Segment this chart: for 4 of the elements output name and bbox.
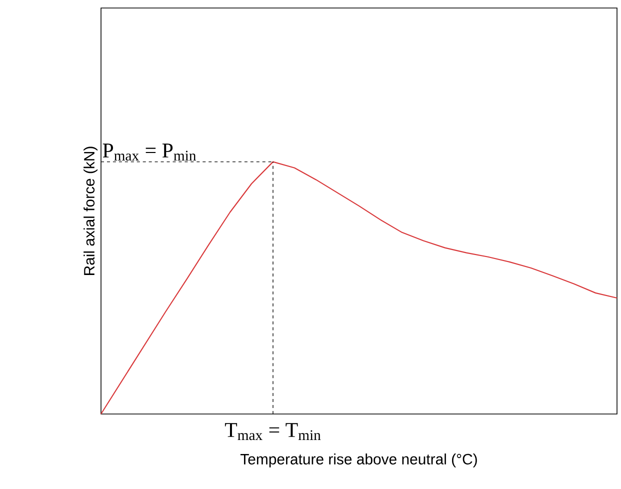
x-axis-title: Temperature rise above neutral (°C) [240,454,477,468]
y-axis-title: Rail axial force (kN) [84,146,98,275]
text: P$_{max}$ = P$_{min}$ [102,144,196,161]
text: T$_{max}$ = T$_{min}$ [224,423,321,440]
